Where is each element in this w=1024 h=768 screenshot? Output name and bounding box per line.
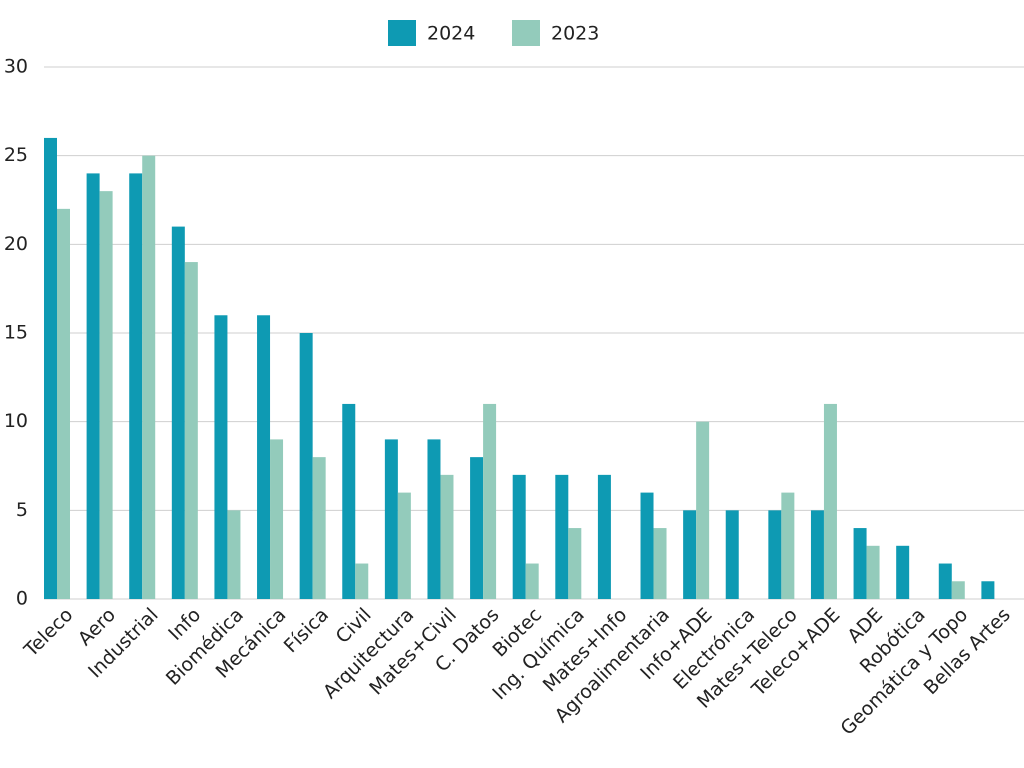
- bar: [355, 563, 369, 599]
- bar: [184, 262, 198, 599]
- bar: [257, 315, 271, 599]
- legend-label: 2024: [427, 23, 475, 45]
- y-tick-label: 25: [4, 144, 28, 166]
- legend-label: 2023: [551, 23, 599, 45]
- bar: [653, 528, 667, 599]
- bar: [938, 563, 952, 599]
- bar: [896, 545, 910, 599]
- bar: [866, 545, 880, 599]
- bar: [568, 528, 582, 599]
- bar: [171, 226, 185, 599]
- y-tick-label: 10: [4, 410, 28, 432]
- legend-swatch: [388, 20, 416, 46]
- bar: [142, 155, 156, 599]
- bar: [342, 403, 356, 599]
- bar: [214, 315, 228, 599]
- bar: [525, 563, 539, 599]
- bar: [299, 333, 313, 599]
- y-tick-label: 20: [4, 233, 28, 255]
- bar: [725, 510, 739, 599]
- y-tick-label: 15: [4, 322, 28, 344]
- legend-swatch: [512, 20, 540, 46]
- y-tick-label: 30: [4, 56, 28, 78]
- bar: [512, 474, 526, 599]
- x-tick-label: Teleco: [19, 604, 77, 662]
- bar: [640, 492, 654, 599]
- bar: [823, 403, 837, 599]
- bar: [227, 510, 241, 599]
- bar: [440, 474, 454, 599]
- bar: [853, 528, 867, 599]
- bar: [44, 137, 57, 599]
- bar: [555, 474, 569, 599]
- x-tick-label: Física: [280, 604, 333, 657]
- bar: [981, 581, 995, 599]
- bar: [57, 208, 70, 599]
- bar: [312, 457, 326, 599]
- bar: [483, 403, 497, 599]
- bar: [86, 173, 100, 599]
- bar: [683, 510, 697, 599]
- bar: [768, 510, 782, 599]
- y-tick-label: 5: [16, 499, 28, 521]
- bar: [951, 581, 965, 599]
- y-tick-label: 0: [16, 588, 28, 610]
- bar: [384, 439, 398, 599]
- bar: [696, 421, 710, 599]
- bar: [270, 439, 284, 599]
- bar: [781, 492, 795, 599]
- bar: [129, 173, 143, 599]
- bar: [99, 191, 113, 599]
- bar: [597, 474, 611, 599]
- bar: [470, 457, 484, 599]
- bar: [427, 439, 441, 599]
- bar: [397, 492, 411, 599]
- bar: [810, 510, 824, 599]
